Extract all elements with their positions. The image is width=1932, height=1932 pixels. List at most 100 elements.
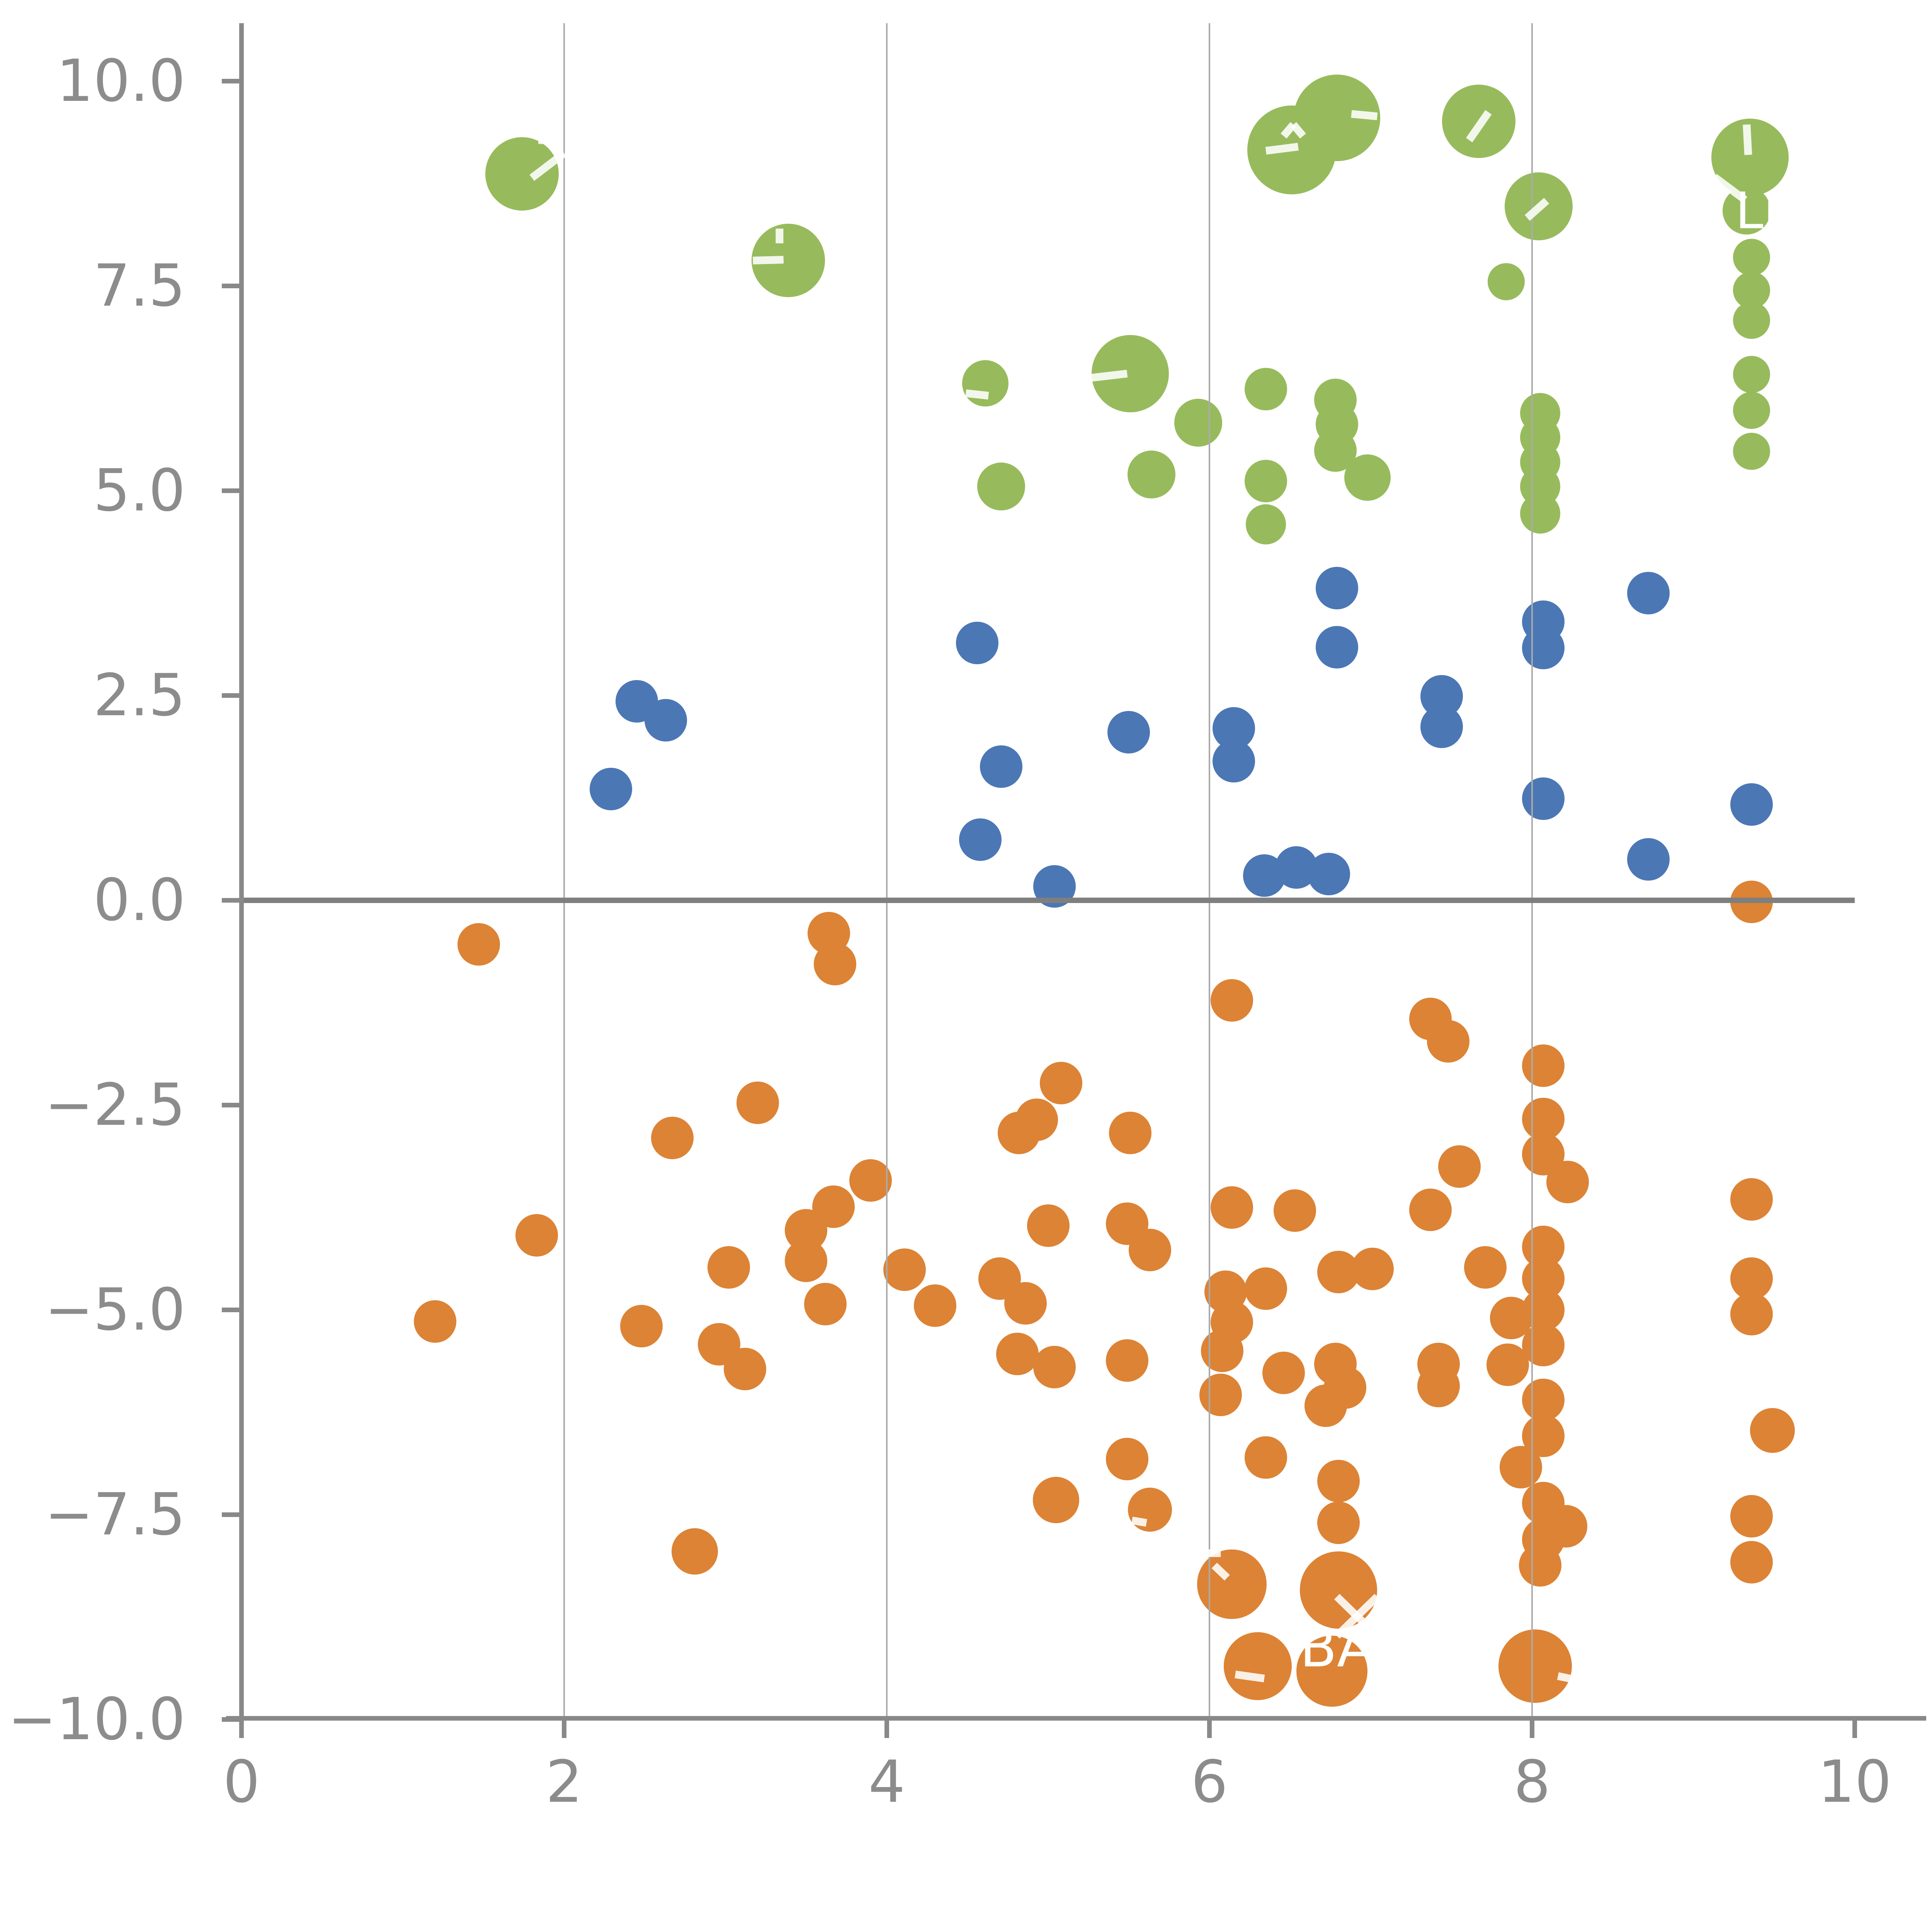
x-tick-label-2: 2 (546, 1748, 583, 1816)
data-point-blue (1307, 853, 1350, 896)
x-tick-label-8: 8 (1514, 1748, 1551, 1816)
x-tick-label-6: 6 (1191, 1748, 1228, 1816)
data-point-orange (1245, 1267, 1287, 1310)
data-point-orange (914, 1284, 957, 1327)
zero-line (242, 898, 1855, 903)
data-point-orange (1730, 1178, 1773, 1221)
leader-line-14 (1211, 1563, 1230, 1581)
gridline-x-4 (886, 23, 888, 1718)
data-point-orange (1106, 1437, 1149, 1480)
gridline-x-6 (1209, 23, 1210, 1718)
data-point-orange (1128, 1229, 1171, 1272)
data-point-orange (1211, 979, 1253, 1022)
data-point-orange (1033, 1476, 1080, 1523)
data-point-green (1245, 459, 1287, 502)
leader-line-12 (1743, 124, 1752, 155)
y-tick-label-−5.0: −5.0 (44, 1276, 185, 1344)
data-point-orange (1498, 1629, 1572, 1703)
data-point-green (1174, 399, 1222, 447)
data-point-orange (1522, 1044, 1565, 1087)
data-point-blue (1522, 777, 1565, 820)
data-point-blue (1315, 626, 1358, 668)
data-point-green (1733, 302, 1770, 339)
x-tick-8 (1530, 1721, 1534, 1738)
data-point-blue (1212, 740, 1255, 782)
y-tick-label-−2.5: −2.5 (44, 1071, 185, 1139)
data-point-orange (515, 1214, 558, 1257)
data-point-blue (980, 745, 1023, 788)
data-point-blue (1420, 705, 1463, 748)
data-point-orange (1304, 1384, 1347, 1427)
data-point-orange (1546, 1161, 1589, 1204)
data-point-orange (736, 1081, 779, 1124)
x-tick-label-0: 0 (223, 1748, 260, 1816)
data-point-green (1733, 433, 1770, 470)
data-point-orange (1039, 1061, 1082, 1104)
data-point-blue (1522, 627, 1565, 670)
data-point-orange (1730, 1293, 1773, 1335)
y-tick-−10.0 (222, 1717, 239, 1722)
data-point-orange (672, 1528, 718, 1575)
data-point-orange (804, 1283, 847, 1326)
data-point-blue (959, 818, 1002, 861)
data-point-orange (1486, 1344, 1529, 1386)
gridline-x-2 (563, 23, 565, 1718)
y-tick-7.5 (222, 284, 239, 288)
data-point-green (1127, 450, 1175, 498)
data-point-orange (998, 1112, 1041, 1155)
y-tick-5.0 (222, 488, 239, 493)
data-point-orange (883, 1248, 926, 1291)
data-point-orange (785, 1239, 828, 1282)
data-point-orange (996, 1333, 1039, 1376)
data-point-orange (1109, 1112, 1152, 1155)
y-tick-label-−7.5: −7.5 (44, 1481, 185, 1548)
leader-line-11 (1524, 198, 1549, 221)
data-point-green (1488, 263, 1525, 301)
data-point-orange (1544, 1505, 1587, 1548)
data-point-blue (1315, 567, 1358, 610)
data-point-orange (1245, 1436, 1287, 1479)
leader-line-13 (1712, 174, 1748, 203)
x-tick-label-4: 4 (868, 1748, 905, 1816)
leader-line-17 (1557, 1672, 1594, 1687)
x-tick-label-10: 10 (1818, 1748, 1892, 1816)
data-point-orange (1296, 1635, 1368, 1707)
data-point-orange (1199, 1374, 1242, 1417)
data-point-orange (1730, 1495, 1773, 1538)
data-point-orange (1499, 1446, 1542, 1489)
leader-line-16 (1235, 1670, 1265, 1682)
data-point-orange (1730, 1541, 1773, 1583)
data-point-green (977, 463, 1026, 511)
leader-line-18 (1131, 1516, 1147, 1527)
y-tick-−5.0 (222, 1308, 239, 1312)
data-point-orange (1262, 1352, 1305, 1395)
data-point-orange (723, 1347, 766, 1390)
y-tick-label-0.0: 0.0 (93, 867, 185, 934)
leader-line-5 (1085, 369, 1128, 383)
data-point-blue (1730, 783, 1773, 826)
leader-line-0 (529, 150, 567, 181)
x-tick-2 (562, 1721, 566, 1738)
data-point-orange (1033, 1346, 1076, 1389)
data-point-green (1246, 504, 1286, 544)
x-axis-spine (226, 1716, 1926, 1721)
data-point-orange (651, 1116, 694, 1159)
data-point-orange (1274, 1189, 1316, 1232)
data-point-orange (707, 1246, 750, 1289)
leader-line-4 (965, 389, 989, 400)
data-point-blue (590, 767, 633, 810)
annotation-label-bar: BAR (1300, 1616, 1412, 1679)
data-point-blue (1627, 572, 1670, 614)
y-tick-−2.5 (222, 1103, 239, 1107)
leader-line-6 (1265, 143, 1299, 155)
data-point-green (1733, 392, 1770, 429)
data-point-green (1344, 454, 1391, 501)
y-axis-spine (239, 23, 244, 1721)
leader-line-20 (1334, 1594, 1380, 1639)
data-point-orange (1027, 1204, 1070, 1247)
data-point-orange (1317, 1502, 1360, 1544)
y-tick-label-−10.0: −10.0 (8, 1686, 185, 1753)
data-point-orange (1317, 1460, 1360, 1503)
data-point-green (1245, 368, 1287, 411)
